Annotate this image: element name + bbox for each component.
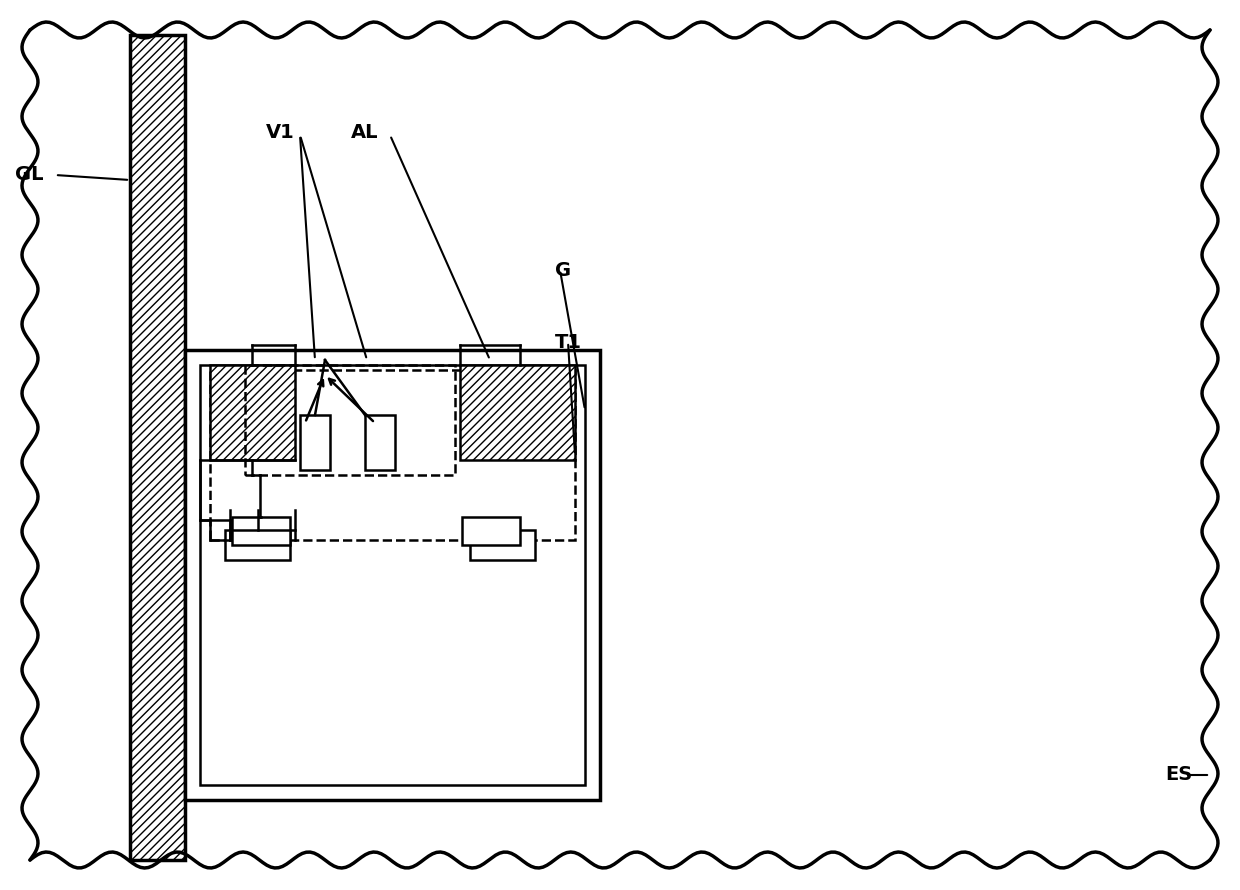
Bar [463, 517, 520, 545]
Bar [232, 517, 290, 545]
Bar [200, 365, 585, 785]
Bar [210, 370, 575, 540]
Bar [460, 365, 575, 460]
Bar [210, 365, 295, 460]
Text: ES: ES [1166, 765, 1192, 784]
Bar [130, 35, 185, 860]
Text: AL: AL [351, 123, 378, 142]
Bar [246, 365, 455, 475]
Bar [365, 415, 396, 470]
Bar [224, 530, 290, 560]
Bar [300, 415, 330, 470]
Bar [470, 530, 534, 560]
Bar [185, 350, 600, 800]
Text: V1: V1 [265, 123, 294, 142]
Text: T1: T1 [556, 333, 582, 352]
Text: G: G [556, 261, 572, 279]
Text: GL: GL [15, 166, 43, 184]
